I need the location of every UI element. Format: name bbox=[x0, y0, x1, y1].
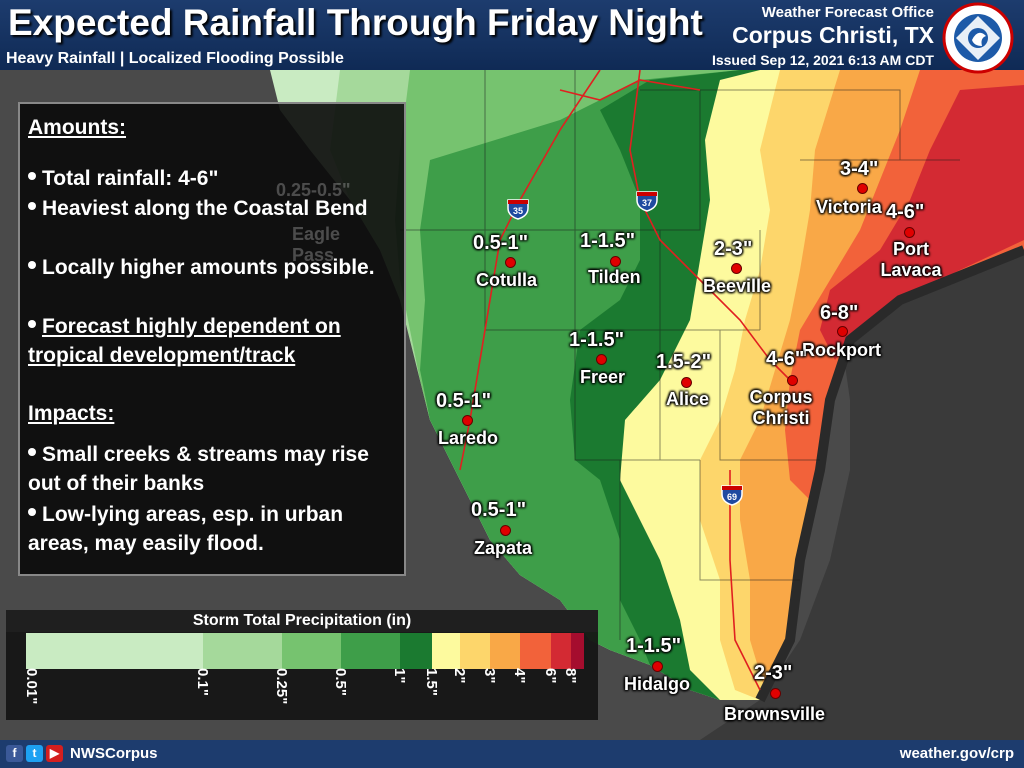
location-amount: 6-8" bbox=[820, 302, 859, 324]
location-name: Hidalgo bbox=[624, 674, 690, 694]
location-name: Freer bbox=[580, 367, 626, 387]
legend-tick-label: 4" bbox=[510, 668, 528, 684]
amounts-item-2: Heaviest along the Coastal Bend bbox=[28, 194, 398, 223]
legend-color-bar bbox=[26, 633, 584, 669]
location-pin bbox=[837, 326, 848, 337]
legend-tick-label: 0.5" bbox=[332, 668, 350, 696]
amounts-item-1: Total rainfall: 4-6" bbox=[28, 164, 398, 193]
legend-swatch bbox=[282, 633, 342, 669]
impacts-item-2: Low-lying areas, esp. in urban areas, ma… bbox=[28, 503, 344, 555]
legend-swatch bbox=[341, 633, 401, 669]
location-name: Victoria bbox=[816, 197, 882, 217]
impacts-item-1: Small creeks & streams may rise out of t… bbox=[28, 443, 369, 495]
legend-tick-label: 1.5" bbox=[423, 668, 441, 696]
twitter-icon[interactable]: t bbox=[26, 745, 43, 762]
legend-tick-label: 8" bbox=[561, 668, 579, 684]
location-amount: 1-1.5" bbox=[626, 635, 682, 657]
legend-tick-label: 3" bbox=[480, 668, 498, 684]
nws-logo-icon bbox=[942, 2, 1014, 74]
legend-swatch bbox=[432, 633, 460, 669]
location-name: Tilden bbox=[588, 267, 641, 287]
facebook-icon[interactable]: f bbox=[6, 745, 23, 762]
svg-text:35: 35 bbox=[513, 206, 523, 216]
interstate-37-shield-icon: 37 bbox=[636, 191, 658, 212]
office-info: Weather Forecast Office Corpus Christi, … bbox=[712, 4, 934, 68]
footer-bar: f t ▶ NWSCorpus weather.gov/crp bbox=[0, 740, 1024, 768]
location-pin bbox=[610, 256, 621, 267]
location-pin bbox=[787, 375, 798, 386]
eagle-pass-amount: 0.25-0.5" bbox=[276, 180, 351, 200]
location-pin bbox=[462, 415, 473, 426]
location-pin bbox=[857, 183, 868, 194]
location-amount: 1.5-2" bbox=[656, 351, 712, 373]
location-amount: 2-3" bbox=[714, 238, 753, 260]
legend-swatch bbox=[203, 633, 283, 669]
location-pin bbox=[731, 263, 742, 274]
youtube-icon[interactable]: ▶ bbox=[46, 745, 63, 762]
legend-tick-label: 0.1" bbox=[194, 668, 212, 696]
amounts-item-4: Forecast highly dependent on tropical de… bbox=[28, 315, 341, 367]
location-pin bbox=[652, 661, 663, 672]
svg-text:69: 69 bbox=[727, 492, 737, 502]
amounts-heading: Amounts: bbox=[28, 116, 126, 139]
location-amount: 2-3" bbox=[754, 662, 793, 684]
precipitation-legend: Storm Total Precipitation (in) 0.01" 0.1"… bbox=[6, 610, 598, 720]
legend-swatch bbox=[26, 633, 204, 669]
location-pin bbox=[596, 354, 607, 365]
location-name: Corpus Christi bbox=[749, 387, 813, 428]
legend-tick-label: 0.25" bbox=[273, 668, 291, 705]
location-amount: 4-6" bbox=[766, 348, 805, 370]
location-amount: 3-4" bbox=[840, 158, 879, 180]
location-name: Zapata bbox=[474, 538, 533, 558]
location-pin bbox=[500, 525, 511, 536]
location-name: Alice bbox=[666, 389, 710, 409]
legend-tick-label: 2" bbox=[450, 668, 468, 684]
location-name: Port Lavaca bbox=[880, 239, 942, 280]
office-line2: Corpus Christi, TX bbox=[732, 22, 934, 48]
issued-time: Issued Sep 12, 2021 6:13 AM CDT bbox=[711, 52, 934, 68]
location-amount: 0.5-1" bbox=[436, 390, 492, 412]
location-name: Cotulla bbox=[476, 270, 537, 290]
location-pin bbox=[505, 257, 516, 268]
location-amount: 4-6" bbox=[886, 201, 925, 223]
page-title: Expected Rainfall Through Friday Night bbox=[8, 2, 703, 43]
social-handle[interactable]: NWSCorpus bbox=[70, 745, 158, 762]
location-pin bbox=[904, 227, 915, 238]
location-name: Laredo bbox=[438, 428, 499, 448]
location-amount: 0.5-1" bbox=[473, 232, 529, 254]
legend-swatch bbox=[489, 633, 520, 669]
location-amount: 1-1.5" bbox=[569, 329, 625, 351]
impacts-heading: Impacts: bbox=[28, 402, 115, 425]
page-subtitle: Heavy Rainfall | Localized Flooding Poss… bbox=[6, 50, 344, 67]
location-name: Rockport bbox=[802, 340, 882, 360]
legend-swatch bbox=[400, 633, 433, 669]
legend-swatch bbox=[459, 633, 490, 669]
interstate-69-shield-icon: 69 bbox=[721, 485, 743, 506]
website-link[interactable]: weather.gov/crp bbox=[899, 745, 1014, 762]
header-banner: Expected Rainfall Through Friday Night H… bbox=[0, 0, 1024, 74]
location-name: Beeville bbox=[703, 276, 772, 296]
info-panel: Amounts: Total rainfall: 4-6" Heaviest a… bbox=[18, 102, 406, 576]
office-line1: Weather Forecast Office bbox=[761, 4, 934, 21]
svg-text:37: 37 bbox=[642, 198, 652, 208]
legend-tick-label: 1" bbox=[391, 668, 409, 684]
legend-swatch bbox=[570, 633, 584, 669]
location-pin bbox=[770, 688, 781, 699]
location-pin bbox=[681, 377, 692, 388]
social-icons: f t ▶ bbox=[6, 745, 63, 762]
legend-tick-label: 0.01" bbox=[23, 668, 40, 705]
amounts-item-3: Locally higher amounts possible. bbox=[28, 253, 398, 282]
legend-tick-label: 6" bbox=[541, 668, 559, 684]
legend-swatch bbox=[519, 633, 551, 669]
legend-title: Storm Total Precipitation (in) bbox=[6, 610, 598, 632]
location-name: Brownsville bbox=[724, 704, 826, 724]
interstate-35-shield-icon: 35 bbox=[507, 199, 529, 220]
location-amount: 0.5-1" bbox=[471, 499, 527, 521]
eagle-pass-label: Eagle Pass bbox=[292, 224, 341, 265]
location-amount: 1-1.5" bbox=[580, 230, 636, 252]
legend-swatch bbox=[550, 633, 571, 669]
